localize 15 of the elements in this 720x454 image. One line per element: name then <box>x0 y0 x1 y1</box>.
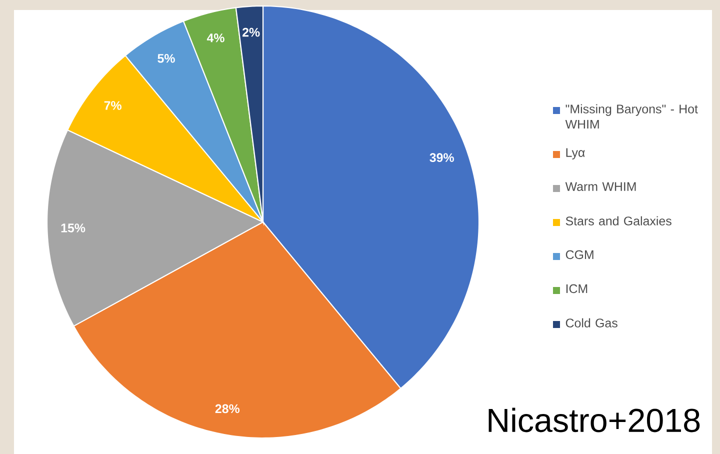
legend-label: Warm WHIM <box>565 182 636 191</box>
legend-label: CGM <box>566 250 594 260</box>
text: Nicastro+2018 <box>488 408 700 432</box>
legend-label: Lyα <box>566 148 585 160</box>
legend-label: ICM <box>566 284 588 294</box>
legend-label: Stars and Galaxies <box>566 216 672 226</box>
data-label: 4% <box>206 34 224 42</box>
legend-label: "Missing Baryons" - Hot WHIM <box>565 104 698 129</box>
data-label: 15% <box>61 224 86 232</box>
data-label: 7% <box>104 101 122 110</box>
data-label: 5% <box>158 54 175 63</box>
data-label: 39% <box>430 153 454 162</box>
data-label: 28% <box>215 404 240 414</box>
data-label: 2% <box>242 28 260 37</box>
legend-label: Cold Gas <box>566 318 618 328</box>
